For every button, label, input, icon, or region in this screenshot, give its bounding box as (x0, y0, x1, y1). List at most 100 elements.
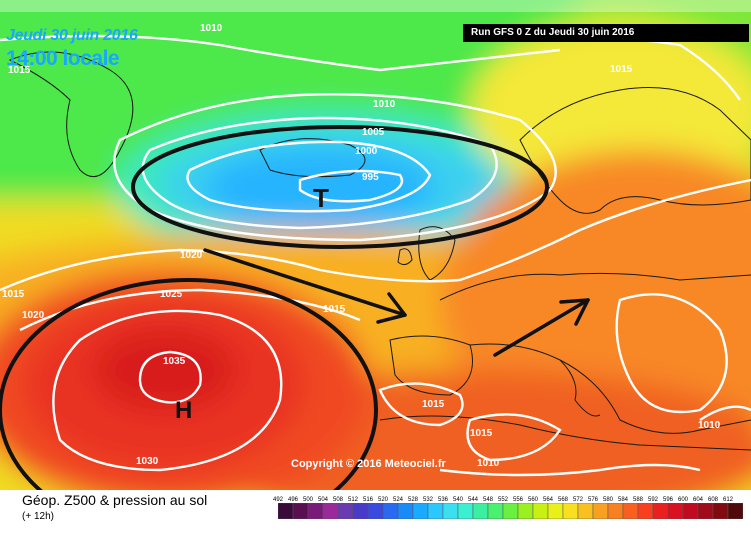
legend-swatch (622, 503, 639, 519)
legend-tick-label: 580 (603, 497, 614, 503)
legend-tick-label: 520 (378, 497, 389, 503)
pressure-label: 1015 (323, 304, 346, 315)
arrow-west-east (203, 248, 407, 317)
legend-swatch (697, 503, 714, 519)
legend-tick-label: 596 (663, 497, 674, 503)
legend-swatch (682, 503, 699, 519)
legend-swatch (487, 503, 504, 519)
pressure-label: 1015 (470, 428, 493, 439)
legend-swatch (412, 503, 429, 519)
run-info-banner: Run GFS 0 Z du Jeudi 30 juin 2016 (463, 24, 749, 42)
low-pressure-circle (131, 125, 549, 249)
legend-swatch (727, 503, 743, 519)
legend-tick-label: 532 (423, 497, 434, 503)
arrow-southwest-northeast (493, 298, 590, 357)
legend-swatch (517, 503, 534, 519)
pressure-label: 1020 (180, 250, 203, 261)
pressure-label: 1035 (163, 356, 186, 367)
legend-swatch (532, 503, 549, 519)
legend-swatch (502, 503, 519, 519)
legend-tick-label: 604 (693, 497, 704, 503)
legend-swatch (712, 503, 729, 519)
pressure-label: 1010 (200, 23, 223, 34)
legend-tick-label: 500 (303, 497, 314, 503)
pressure-label: 1010 (373, 99, 396, 110)
legend-swatch (337, 503, 354, 519)
legend-tick-label: 496 (288, 497, 299, 503)
legend-swatch (367, 503, 384, 519)
legend-swatch (472, 503, 489, 519)
time-label: 14:00 locale (6, 47, 120, 70)
legend-tick-label: 540 (453, 497, 464, 503)
legend-tick-label: 492 (273, 497, 284, 503)
legend-swatch (652, 503, 669, 519)
legend-tick-label: 552 (498, 497, 509, 503)
pressure-label: 1010 (477, 458, 500, 469)
map-product-title: Géop. Z500 & pression au sol (22, 492, 208, 508)
legend-tick-label: 588 (633, 497, 644, 503)
legend-swatch (382, 503, 399, 519)
weather-map: T H 1010 1015 1010 1005 1000 995 1015 10… (0, 0, 751, 490)
legend-tick-label: 600 (678, 497, 689, 503)
legend-swatch (592, 503, 609, 519)
pressure-label: 995 (362, 172, 379, 183)
high-pressure-circle (0, 278, 378, 490)
legend-swatch (352, 503, 369, 519)
pressure-label: 1015 (610, 64, 633, 75)
pressure-label: 1015 (422, 399, 445, 410)
annotation-arrows (203, 248, 590, 357)
pressure-label: 1000 (355, 146, 378, 157)
legend-tick-label: 516 (363, 497, 374, 503)
legend-tick-label: 592 (648, 497, 659, 503)
pressure-labels: 1010 1015 1010 1005 1000 995 1015 1020 1… (2, 23, 721, 469)
legend-tick-label: 560 (528, 497, 539, 503)
copyright-notice: Copyright © 2016 Meteociel.fr (291, 458, 446, 470)
high-pressure-marker: H (175, 397, 192, 424)
legend-swatch (307, 503, 324, 519)
pressure-label: 1025 (160, 289, 183, 300)
legend-tick-label: 524 (393, 497, 404, 503)
legend-tick-label: 548 (483, 497, 494, 503)
legend-tick-label: 612 (723, 497, 734, 503)
legend-swatch (562, 503, 579, 519)
legend-tick-label: 608 (708, 497, 719, 503)
legend-swatch (637, 503, 654, 519)
coastlines (8, 51, 751, 451)
pressure-label: 1030 (136, 456, 159, 467)
legend-swatch (278, 503, 294, 519)
color-scale-legend (278, 503, 743, 519)
legend-swatch (292, 503, 309, 519)
pressure-label: 1010 (698, 420, 721, 431)
legend-tick-label: 572 (573, 497, 584, 503)
map-footer: Géop. Z500 & pression au sol (+ 12h) 492… (0, 490, 751, 537)
low-pressure-marker: T (313, 183, 329, 213)
legend-swatch (427, 503, 444, 519)
top-strip (0, 0, 751, 12)
legend-swatch (442, 503, 459, 519)
pressure-label: 1015 (2, 289, 25, 300)
forecast-lead-time: (+ 12h) (22, 511, 54, 522)
legend-swatch (547, 503, 564, 519)
legend-tick-label: 536 (438, 497, 449, 503)
legend-tick-label: 508 (333, 497, 344, 503)
legend-tick-label: 576 (588, 497, 599, 503)
legend-swatch (397, 503, 414, 519)
legend-tick-label: 544 (468, 497, 479, 503)
legend-tick-label: 564 (543, 497, 554, 503)
legend-tick-label: 504 (318, 497, 329, 503)
legend-tick-label: 528 (408, 497, 419, 503)
pressure-label: 1020 (22, 310, 45, 321)
legend-swatch (667, 503, 684, 519)
legend-swatch (457, 503, 474, 519)
legend-tick-label: 568 (558, 497, 569, 503)
legend-swatch (577, 503, 594, 519)
legend-swatch (322, 503, 339, 519)
legend-tick-label: 512 (348, 497, 359, 503)
legend-swatch (607, 503, 624, 519)
legend-tick-labels: 492 496 500 504 508 512 516 520 524 528 532 536 540 5… (273, 497, 734, 503)
legend-tick-label: 556 (513, 497, 524, 503)
legend-tick-label: 584 (618, 497, 629, 503)
date-label: Jeudi 30 juin 2016 (6, 27, 138, 44)
pressure-label: 1005 (362, 127, 385, 138)
